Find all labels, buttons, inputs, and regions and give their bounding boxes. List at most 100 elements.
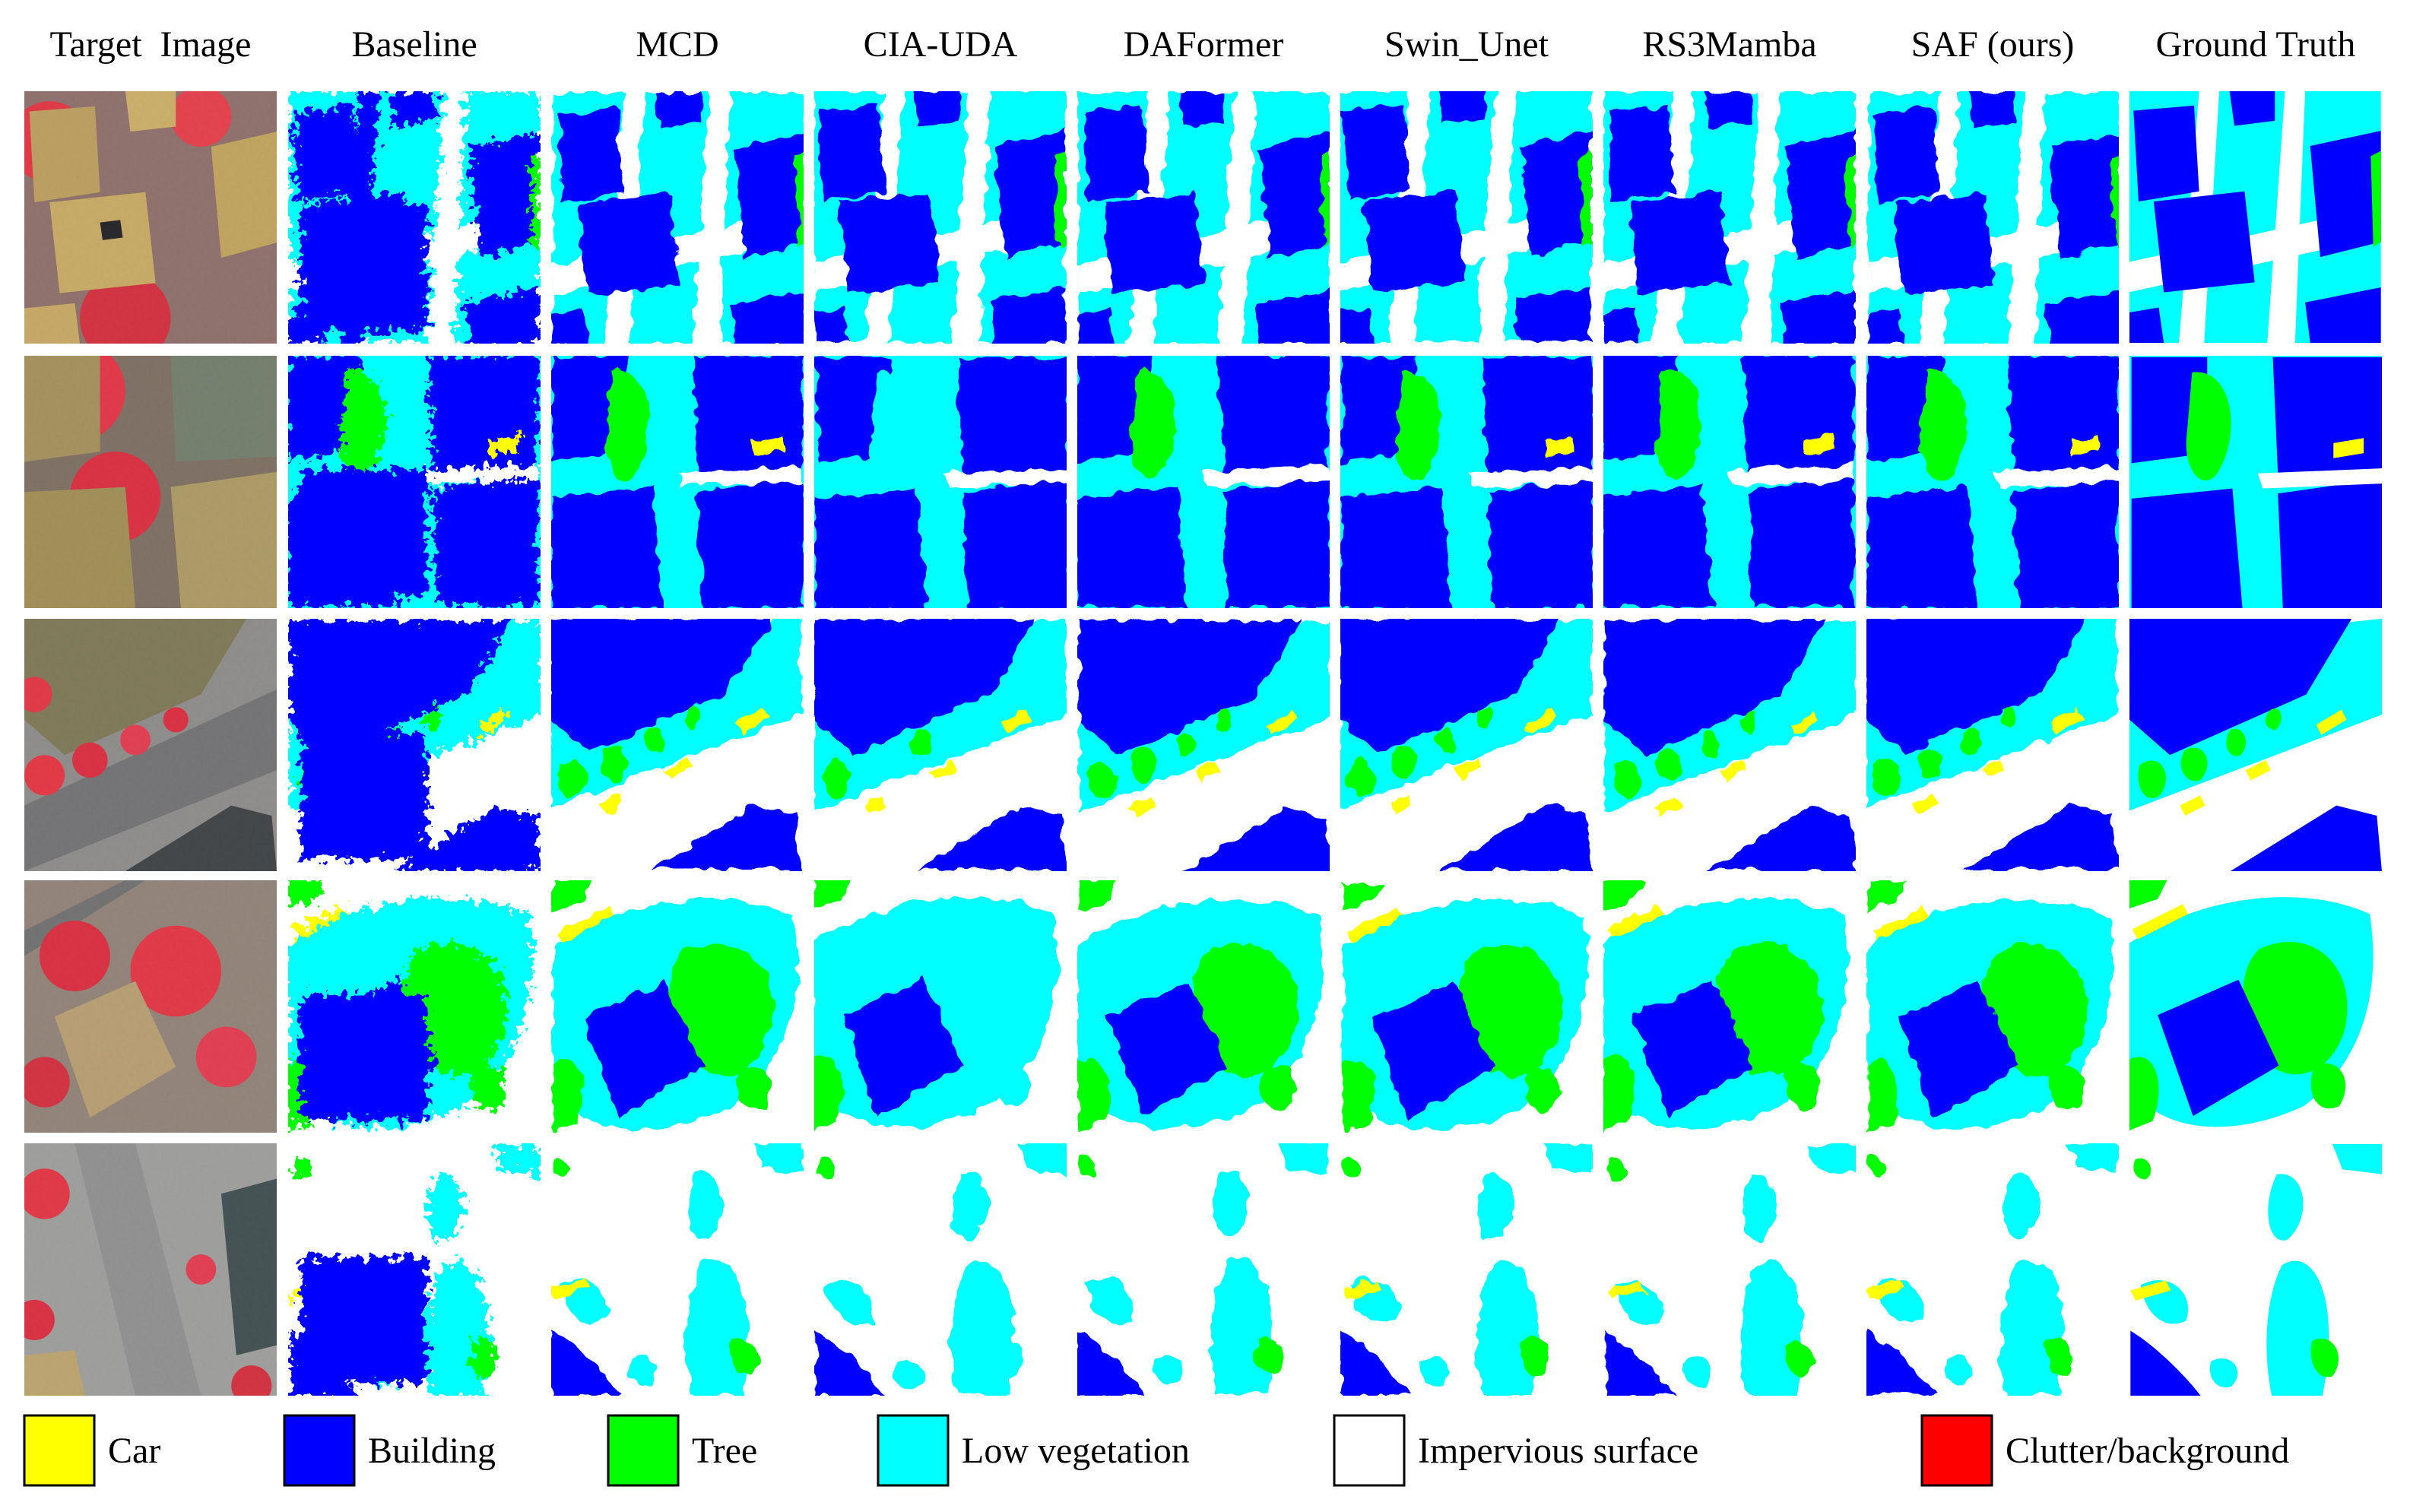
segmentation-panel [2129,880,2382,1133]
seg-region-building [1608,106,1674,203]
seg-region-building [1628,192,1730,293]
seg-region-tree [2110,154,2119,249]
seg-region-building [300,1257,427,1384]
seg-region-tree [1260,1064,1295,1111]
segmentation-panel [814,356,1067,608]
class-legend: Car Building Tree Low vegetation Impervious … [23,1414,2289,1487]
seg-region-car [736,708,766,734]
segmentation-panel [814,91,1067,344]
seg-region-building [2129,619,2352,756]
seg-region-building [1603,485,1713,607]
seg-region-building [1254,289,1330,344]
seg-region-impervious [1742,91,1781,344]
seg-region-tree [2310,1063,2346,1109]
seg-region-tree [1192,943,1298,1076]
seg-region-tree [2129,880,2167,908]
segmentation-panel [1866,91,2119,344]
segmentation-panel [1340,91,1593,344]
seg-region-building [1866,1330,1936,1396]
seg-region-building [814,307,849,344]
seg-region-tree [1785,1339,1814,1378]
legend-item: Car [23,1414,160,1487]
seg-region-tree [1077,1058,1109,1133]
seg-region-building [994,131,1066,258]
segmentation-panel [288,619,541,871]
seg-region-lowveg [995,1063,1031,1109]
seg-region-building [1482,356,1593,473]
legend-swatch [23,1414,96,1487]
seg-region-tree [1348,759,1376,797]
result-row [24,619,2382,871]
photo-texture [24,356,277,608]
seg-region-building [1780,287,1856,344]
seg-region-tree [1130,749,1158,783]
seg-region-tree [730,1336,759,1376]
seg-region-tree [911,729,931,756]
seg-region-building [1260,132,1330,259]
seg-region-building [1632,980,1754,1117]
legend-swatch [1920,1414,1993,1487]
seg-region-impervious [677,467,804,487]
segmentation-panel [1603,91,1856,344]
seg-region-tree [2050,1065,2086,1111]
seg-region-building [1605,1331,1676,1396]
legend-label: Car [108,1431,160,1471]
seg-region-tree [2180,747,2208,781]
seg-region-building [1898,981,2019,1119]
segmentation-panel [1340,1143,1593,1396]
legend-item: Low vegetation [877,1414,1190,1487]
seg-region-building [2153,191,2255,293]
legend-item: Clutter/background [1920,1414,2289,1487]
seg-region-tree [1961,727,1981,755]
segmentation-panel [551,619,804,871]
seg-region-car [2316,709,2347,735]
seg-region-building [388,91,435,127]
seg-region-tree [1916,746,1942,780]
seg-region-tree [552,1059,584,1133]
seg-region-tree [601,746,627,780]
seg-region-lowveg [1477,1173,1514,1240]
seg-region-building [2130,1330,2201,1396]
seg-region-impervious [2267,91,2306,344]
segmentation-panel [1603,619,1856,871]
seg-region-building [1969,92,2015,128]
seg-region-lowveg [950,708,966,731]
seg-region-tree [2133,1158,2152,1180]
column-header: MCD [636,24,718,65]
segmentation-panel [288,880,541,1133]
seg-region-lowveg [2067,1143,2118,1173]
seg-region-car [930,759,956,781]
segmentation-panel [288,91,541,344]
seg-region-tree [606,370,651,480]
seg-region-lowveg [953,1174,988,1241]
seg-region-tree [1868,1156,1886,1178]
seg-region-tree [2186,372,2231,481]
segmentation-panel [551,880,804,1133]
column-headers: Target Image Baseline MCD CIA-UDA DAFormer Sw… [50,24,2356,65]
segmentation-panel [1077,880,1330,1133]
seg-region-building [391,806,541,871]
seg-region-tree [1873,759,1901,797]
seg-region-building [300,469,427,596]
seg-region-tree [1786,1063,1821,1110]
segmentation-panel [288,356,541,608]
seg-region-impervious [1727,465,1854,486]
seg-region-car [1543,437,1574,458]
seg-region-car [1605,1281,1646,1301]
seg-region-lowveg [2332,1143,2382,1174]
legend-label: Building [368,1431,496,1471]
seg-region-tree [1521,1337,1549,1377]
column-header: SAF (ours) [1911,24,2075,65]
seg-region-lowveg [1807,1144,1856,1175]
seg-region-tree [1088,762,1116,800]
seg-region-building [1077,1330,1146,1395]
legend-item: Tree [607,1414,757,1487]
segmentation-panel [1340,880,1593,1133]
seg-region-building [1604,619,1827,756]
segmentation-panel [814,1143,1067,1396]
segmentation-panel [814,619,1067,871]
seg-region-tree [1603,1057,1634,1132]
result-row [24,1143,2382,1396]
seg-region-building [1742,356,1854,471]
column-header: RS3Mamba [1642,24,1816,65]
